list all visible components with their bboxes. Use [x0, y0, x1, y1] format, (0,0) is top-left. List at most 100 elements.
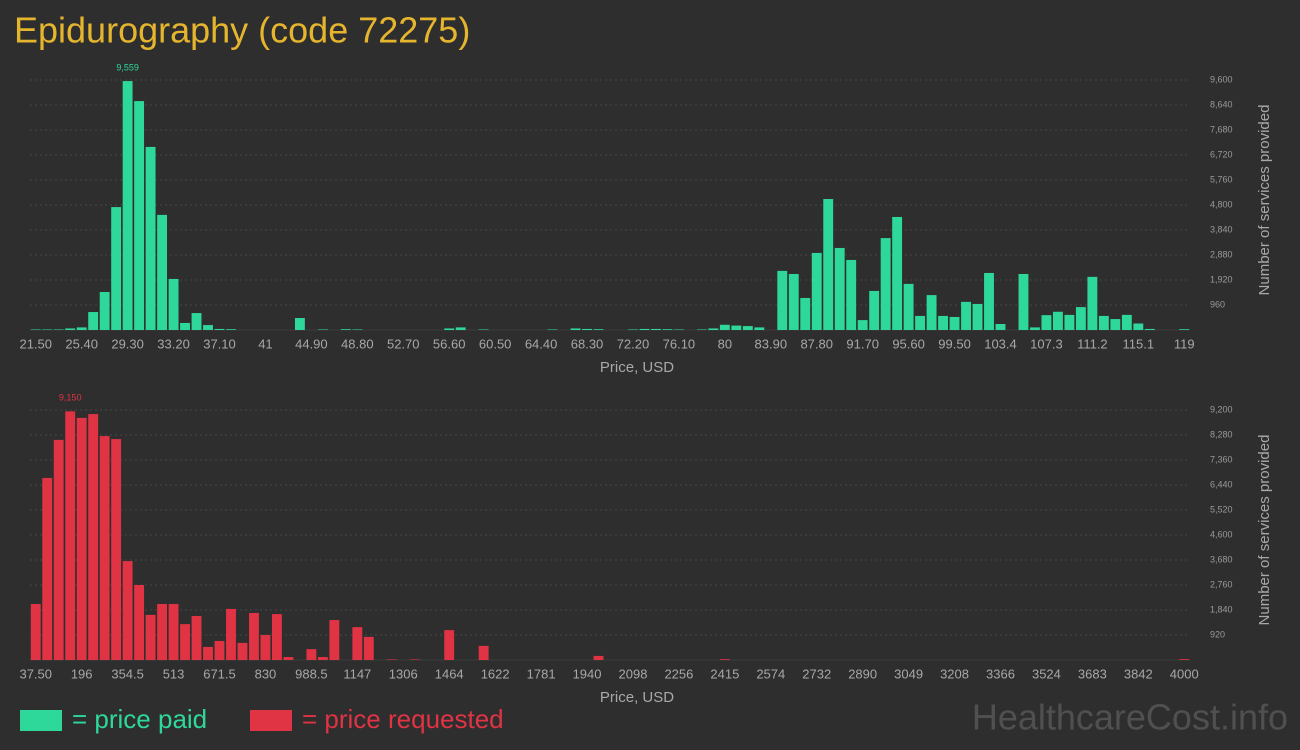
bar — [915, 315, 926, 330]
bar — [961, 301, 971, 330]
legend-swatch — [20, 710, 62, 731]
bar — [696, 329, 707, 330]
y-tick-label: 1,920 — [1210, 274, 1233, 284]
watermark: HealthcareCost.info — [972, 697, 1288, 738]
x-tick-label: 87.80 — [800, 336, 833, 351]
x-tick-label: 115.1 — [1123, 336, 1155, 351]
x-tick-label: 988.5 — [295, 666, 328, 681]
bar — [834, 247, 845, 330]
y-axis-title: Number of services provided — [1256, 435, 1273, 626]
x-tick-label: 52.70 — [387, 336, 420, 351]
bar — [65, 328, 76, 330]
x-tick-label: 1781 — [527, 666, 556, 681]
bar — [363, 636, 374, 660]
bar — [191, 313, 202, 330]
bar — [639, 328, 650, 330]
x-tick-label: 1306 — [389, 666, 418, 681]
x-tick-label: 72.20 — [617, 336, 650, 351]
bar — [134, 101, 145, 330]
bar — [478, 645, 489, 660]
bar — [1179, 329, 1190, 330]
y-tick-label: 5,760 — [1210, 174, 1233, 184]
bar — [191, 615, 202, 660]
bar — [180, 624, 190, 660]
bar — [42, 329, 53, 330]
bar — [329, 620, 340, 660]
bar — [1144, 328, 1155, 330]
x-tick-label: 2098 — [619, 666, 648, 681]
bar — [340, 329, 351, 330]
bar — [662, 329, 673, 330]
y-tick-label: 3,840 — [1210, 224, 1233, 234]
bar — [628, 329, 638, 330]
bar — [892, 216, 903, 330]
bar — [294, 318, 305, 330]
bar — [260, 635, 271, 660]
bar — [122, 561, 133, 660]
x-tick-label: 671.5 — [203, 666, 236, 681]
x-tick-label: 3208 — [940, 666, 969, 681]
bar — [306, 649, 317, 660]
x-tick-label: 68.30 — [571, 336, 604, 351]
bar — [708, 328, 719, 330]
bar — [582, 328, 592, 330]
y-tick-label: 9,600 — [1210, 74, 1233, 84]
x-tick-label: 80 — [718, 336, 732, 351]
bar — [1075, 307, 1086, 330]
bar — [593, 329, 604, 330]
x-tick-label: 99.50 — [938, 336, 971, 351]
x-tick-label: 48.80 — [341, 336, 374, 351]
x-tick-label: 3366 — [986, 666, 1015, 681]
bar — [30, 329, 41, 330]
y-tick-label: 7,680 — [1210, 124, 1233, 134]
y-tick-label: 2,760 — [1210, 579, 1233, 589]
x-axis-title: Price, USD — [600, 359, 674, 376]
bar — [157, 604, 168, 660]
bar — [742, 326, 753, 330]
bar — [317, 657, 328, 660]
bar — [984, 272, 994, 330]
y-tick-label: 1,840 — [1210, 604, 1233, 614]
value-label: 9,150 — [59, 393, 82, 403]
x-tick-label: 83.90 — [755, 336, 788, 351]
y-tick-label: 7,360 — [1210, 454, 1233, 464]
bar — [111, 207, 122, 330]
bar — [444, 630, 455, 660]
y-tick-label: 4,800 — [1210, 199, 1233, 209]
bar — [409, 659, 420, 660]
bar — [99, 436, 110, 660]
bar — [226, 608, 236, 660]
bar — [650, 328, 661, 330]
x-tick-label: 3049 — [894, 666, 923, 681]
bar — [800, 297, 811, 330]
x-tick-label: 107.3 — [1030, 336, 1063, 351]
x-tick-label: 830 — [255, 666, 277, 681]
page-title: Epidurography (code 72275) — [14, 10, 470, 51]
bar — [719, 324, 730, 330]
bar — [203, 646, 213, 660]
x-tick-label: 1147 — [343, 666, 371, 681]
x-tick-label: 29.30 — [111, 336, 144, 351]
x-tick-label: 2256 — [664, 666, 693, 681]
bar — [99, 291, 110, 330]
bar — [271, 614, 282, 660]
bar — [1121, 314, 1132, 330]
x-tick-label: 196 — [71, 666, 93, 681]
x-tick-label: 64.40 — [525, 336, 558, 351]
bar — [1179, 659, 1190, 660]
bar — [88, 414, 99, 660]
bar — [386, 659, 397, 660]
bar — [88, 312, 99, 330]
bar — [455, 327, 466, 330]
bar — [168, 604, 179, 660]
bar — [754, 327, 765, 330]
y-tick-label: 3,680 — [1210, 554, 1233, 564]
bar — [1052, 311, 1063, 330]
bar — [880, 238, 891, 330]
y-tick-label: 9,200 — [1210, 404, 1233, 414]
y-tick-label: 920 — [1210, 629, 1225, 639]
x-tick-label: 2732 — [802, 666, 831, 681]
bar — [352, 329, 363, 330]
bar — [317, 329, 328, 330]
